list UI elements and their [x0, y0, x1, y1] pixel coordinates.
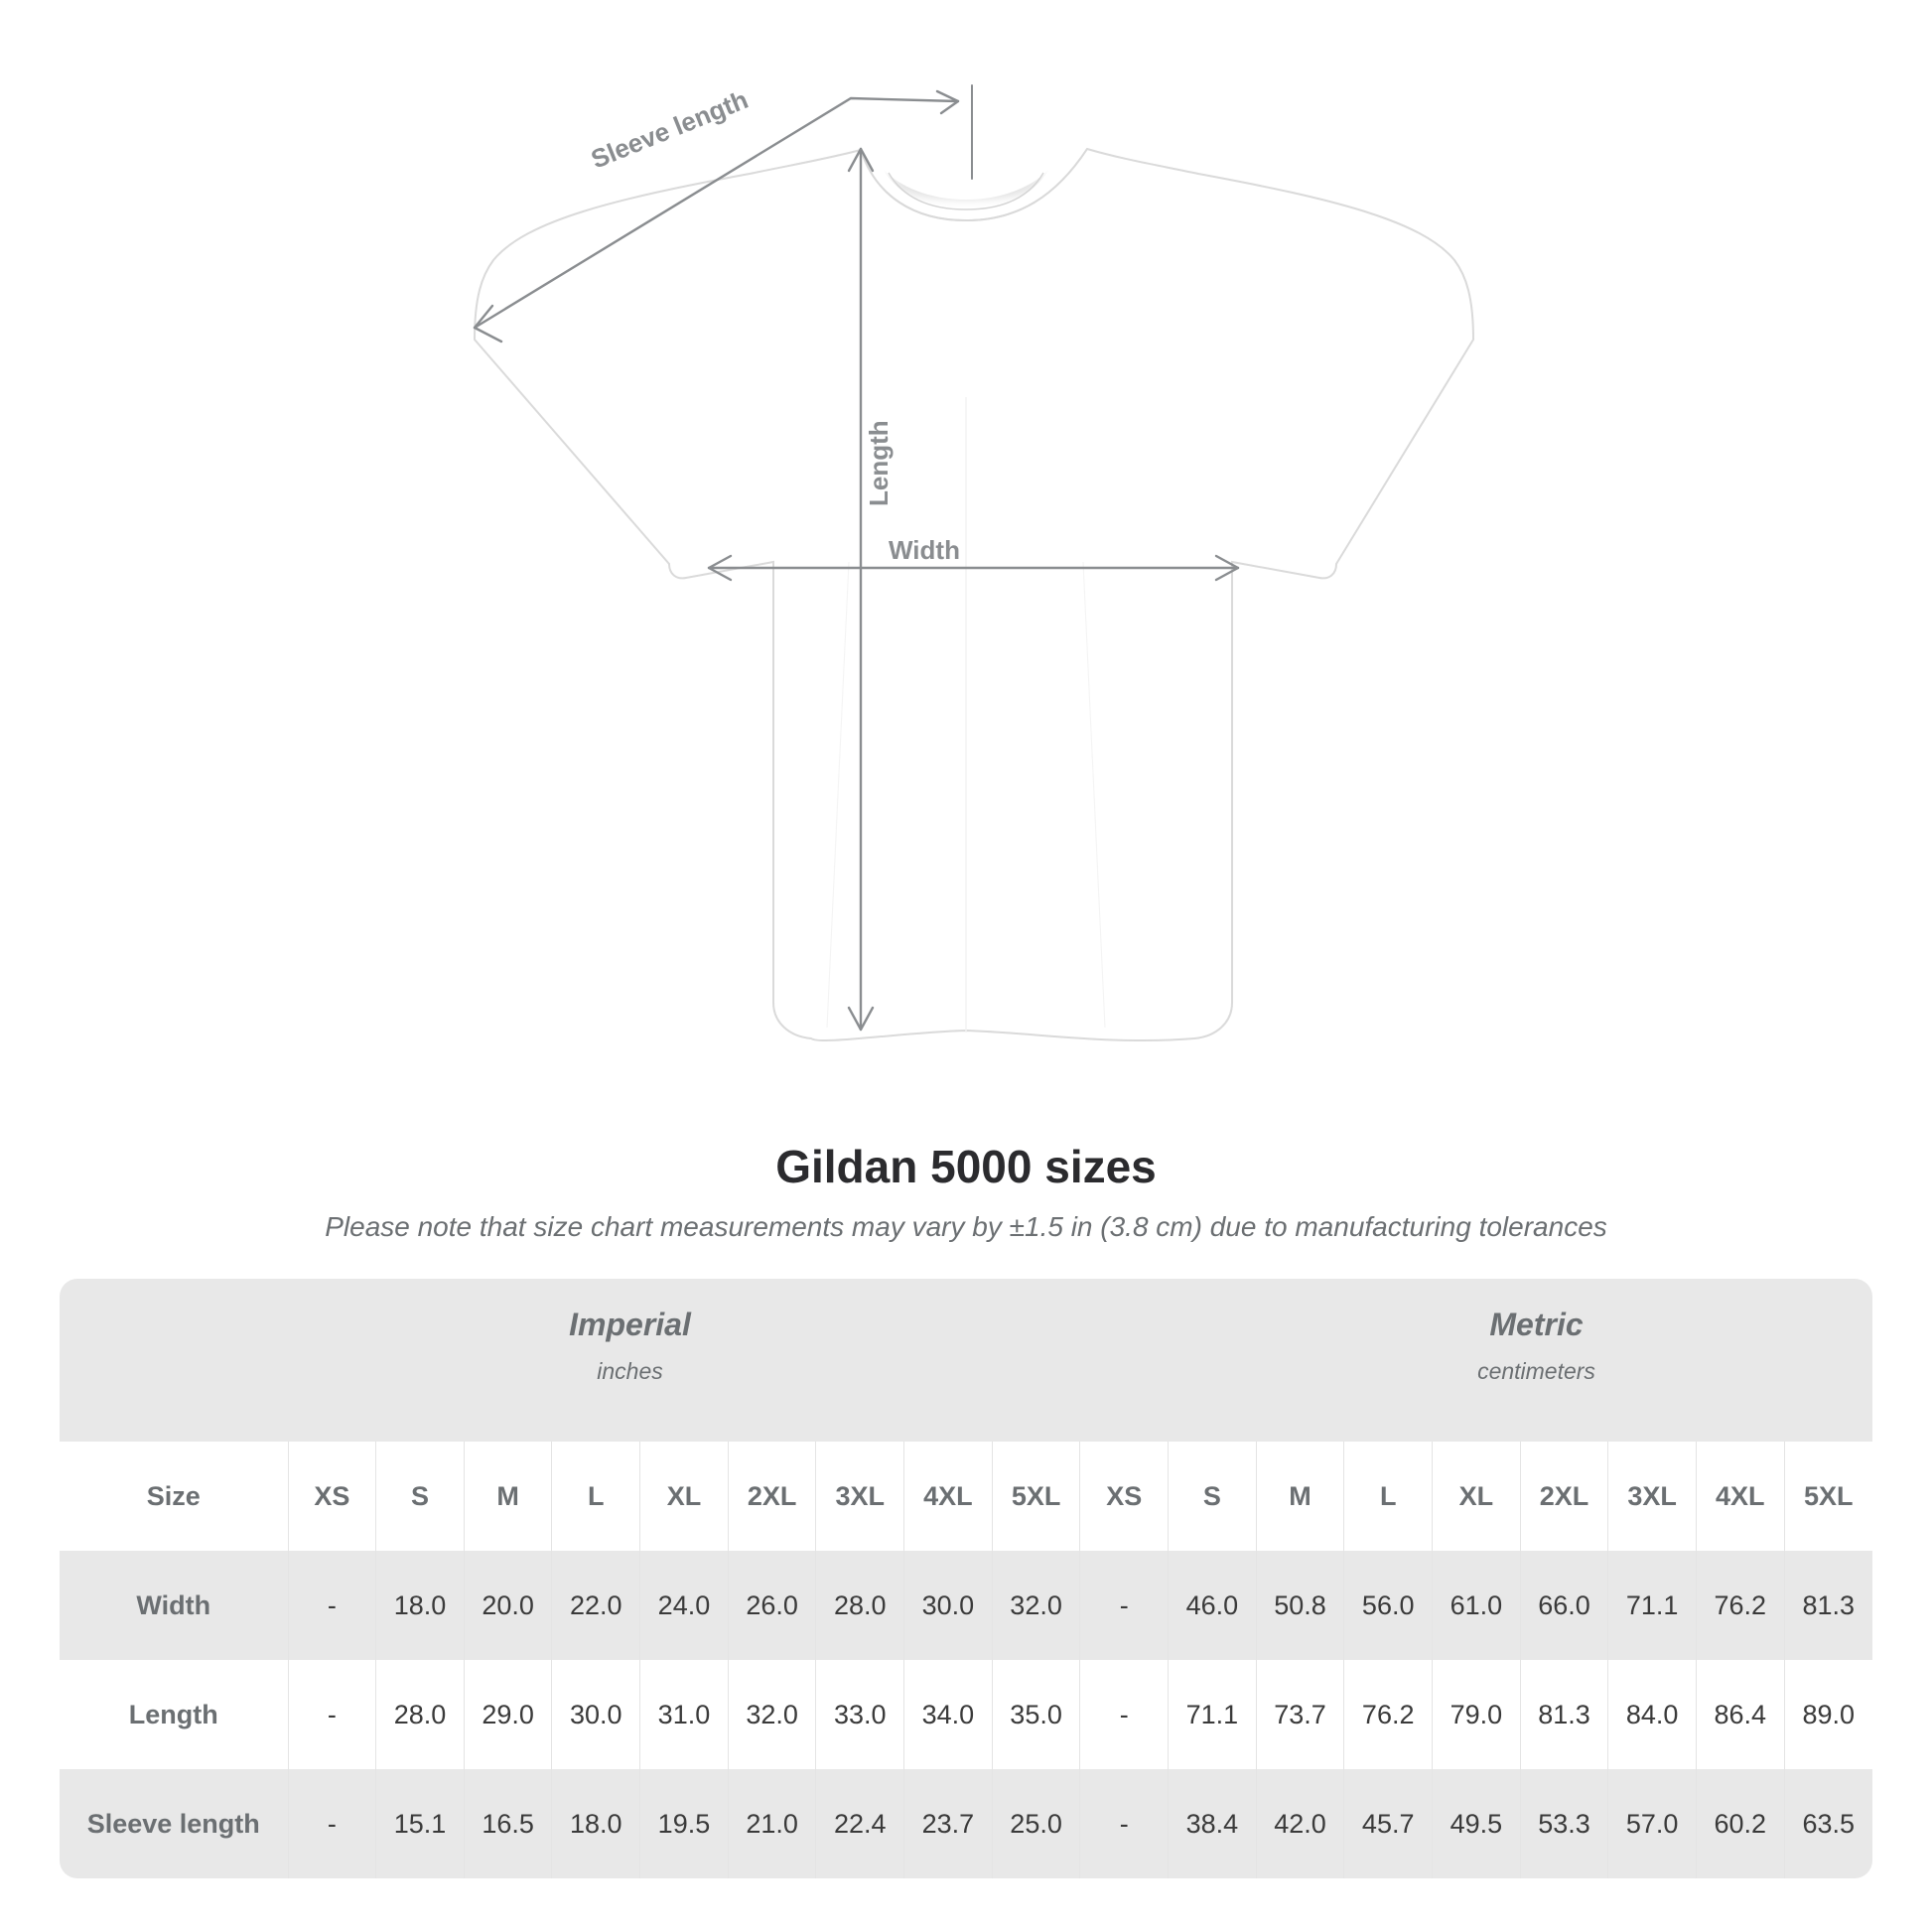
- svg-text:Width: Width: [889, 535, 960, 565]
- svg-text:Sleeve length: Sleeve length: [587, 84, 753, 175]
- svg-text:Length: Length: [864, 420, 894, 506]
